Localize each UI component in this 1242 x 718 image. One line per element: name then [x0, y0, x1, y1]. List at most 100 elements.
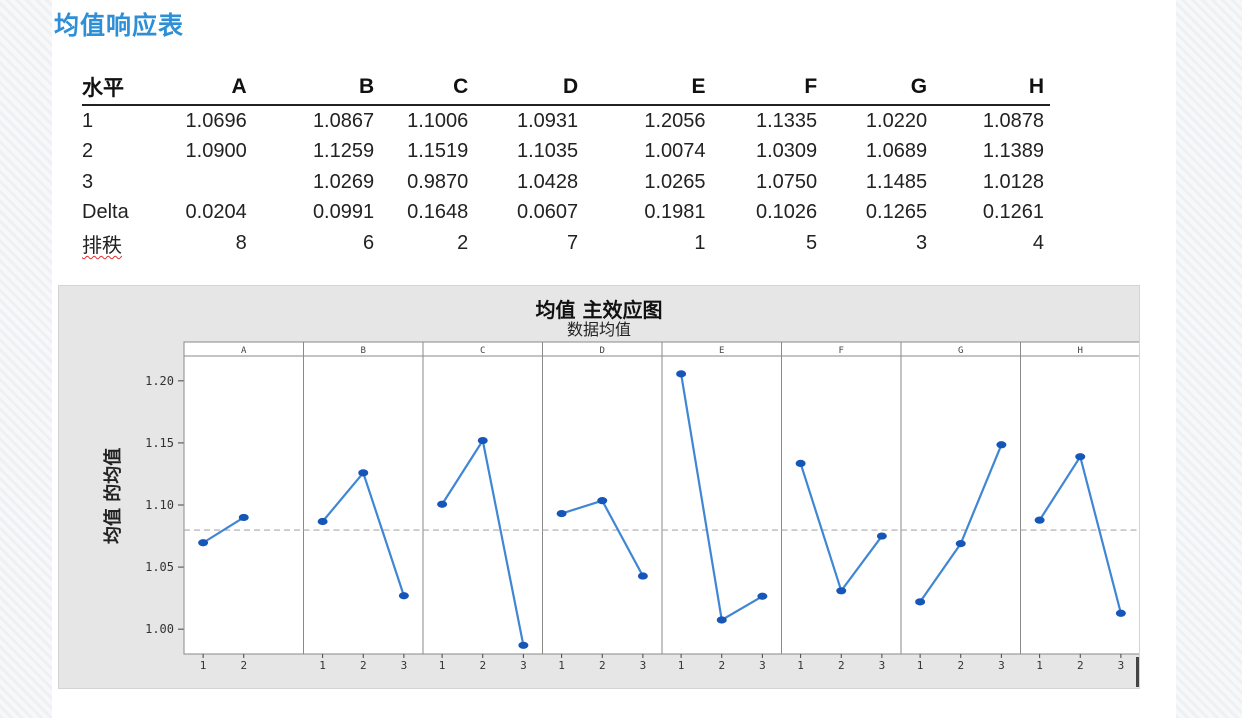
table-row: 1 1.0696 1.0867 1.1006 1.0931 1.2056 1.1… [82, 105, 1050, 137]
row-label: 排秩 [82, 228, 157, 259]
table-cell: 5 [806, 231, 818, 254]
data-point-e-3 [757, 592, 768, 600]
table-cell: 1.0878 [982, 109, 1044, 132]
table-row-rank: 排秩 8 6 2 7 1 5 3 4 [82, 228, 1050, 259]
panel-area [183, 355, 304, 655]
table-cell: 1.1519 [407, 140, 469, 163]
row-label: 3 [82, 170, 94, 193]
panel-area [900, 355, 1021, 655]
x-tick-label: 2 [838, 659, 845, 672]
table-cell: 1.1035 [516, 140, 579, 163]
table-cell: 3 [915, 231, 928, 254]
table-cell: 1 [694, 231, 706, 254]
table-cell: 1.0265 [644, 170, 706, 193]
data-point-c-3 [518, 641, 529, 649]
column-header-e: E [584, 68, 712, 106]
data-point-h-1 [1034, 516, 1045, 524]
x-tick-label: 3 [759, 659, 766, 672]
panel-strip-label: H [1078, 346, 1083, 356]
chart-subtitle: 数据均值 [566, 320, 631, 339]
y-tick-label: 1.05 [145, 560, 174, 574]
table-cell: 1.0269 [312, 170, 375, 193]
x-tick-label: 3 [1118, 659, 1125, 672]
table-cell: 0.0607 [516, 201, 579, 224]
table-cell: 1.0220 [865, 109, 928, 132]
data-point-c-2 [477, 436, 488, 445]
row-label: Delta [82, 201, 129, 224]
table-cell: 2 [457, 231, 469, 254]
data-point-c-1 [437, 500, 448, 508]
table-cell: 0.0204 [185, 201, 247, 224]
panel-area [781, 355, 902, 655]
x-tick-label: 2 [360, 659, 367, 672]
x-tick-label: 1 [1036, 659, 1043, 672]
x-tick-label: 2 [1077, 659, 1084, 672]
table-cell: 1.1335 [756, 109, 818, 132]
table-cell: 1.0074 [644, 140, 706, 163]
table-cell: 0.9870 [407, 170, 469, 193]
panel-strip-label: D [600, 346, 605, 356]
column-header-b: B [252, 68, 381, 106]
page-title: 均值响应表 [54, 11, 185, 40]
x-tick-label: 1 [917, 659, 924, 672]
table-cell: 1.0689 [865, 140, 928, 163]
data-point-f-1 [795, 459, 806, 468]
panel-strip-label: B [361, 346, 366, 356]
y-tick-label: 1.20 [145, 374, 174, 388]
data-point-e-2 [716, 616, 727, 624]
table-cell: 4 [1032, 231, 1044, 254]
table-cell: 0.1981 [644, 201, 706, 224]
x-tick-label: 1 [200, 659, 207, 672]
table-cell: 7 [567, 231, 579, 254]
column-header-a: A [156, 68, 253, 106]
table-cell: 0.1265 [865, 201, 928, 224]
data-point-b-1 [317, 517, 328, 526]
table-cell: 0.1648 [407, 201, 469, 224]
panel-strip-label: A [241, 346, 247, 356]
table-cell: 1.0309 [756, 140, 818, 163]
response-table: 水平 A B C D E F G H 1 1.0696 1.0867 1.100… [82, 68, 1050, 259]
chart-title: 均值 主效应图 [535, 298, 663, 322]
main-effects-chart: 均值 主效应图 数据均值 均值 的均值 1.00 1.05 1.10 1.15 1.20… [58, 285, 1140, 689]
data-point-b-2 [358, 469, 369, 477]
x-tick-label: 3 [401, 659, 408, 672]
series-line-a [202, 516, 245, 544]
data-point-g-1 [915, 598, 926, 606]
data-point-a-2 [238, 513, 249, 522]
panel-strip [1020, 341, 1139, 357]
x-tick-label: 2 [718, 659, 725, 672]
x-tick-label: 3 [520, 659, 527, 672]
data-point-h-3 [1115, 609, 1126, 617]
background-hatch-right [1176, 0, 1242, 718]
x-tick-label: 2 [479, 659, 486, 672]
table-cell: 1.0931 [516, 109, 579, 132]
panel-area [303, 355, 424, 655]
data-point-h-2 [1075, 453, 1086, 461]
panel-strip-label: F [839, 346, 844, 356]
data-point-f-2 [836, 587, 847, 595]
x-tick-label: 1 [558, 659, 565, 672]
column-header-c: C [380, 68, 475, 106]
x-tick-label: 3 [879, 659, 886, 672]
table-cell: 1.0696 [185, 109, 247, 132]
background-hatch-left [0, 0, 52, 718]
x-tick-label: 2 [599, 659, 606, 672]
column-header-d: D [474, 68, 585, 106]
data-point-b-3 [398, 592, 409, 600]
panel-area [661, 355, 782, 655]
column-header-level: 水平 [82, 68, 157, 106]
panel-strip-label: E [719, 346, 724, 356]
data-point-g-2 [955, 540, 966, 548]
panel-area [542, 355, 663, 655]
data-point-d-1 [556, 509, 567, 518]
table-cell: 1.0867 [312, 109, 375, 132]
x-tick-label: 1 [439, 659, 446, 672]
text-cursor-bar [1136, 657, 1139, 687]
table-header-row: 水平 A B C D E F G H [82, 68, 1050, 106]
table-row: 3 1.0269 0.9870 1.0428 1.0265 1.0750 1.1… [82, 167, 1050, 198]
data-point-d-3 [637, 572, 648, 580]
table-cell: 1.1006 [407, 109, 469, 132]
x-tick-label: 1 [797, 659, 804, 672]
table-cell: 1.0128 [982, 170, 1044, 193]
row-label: 1 [82, 109, 94, 132]
